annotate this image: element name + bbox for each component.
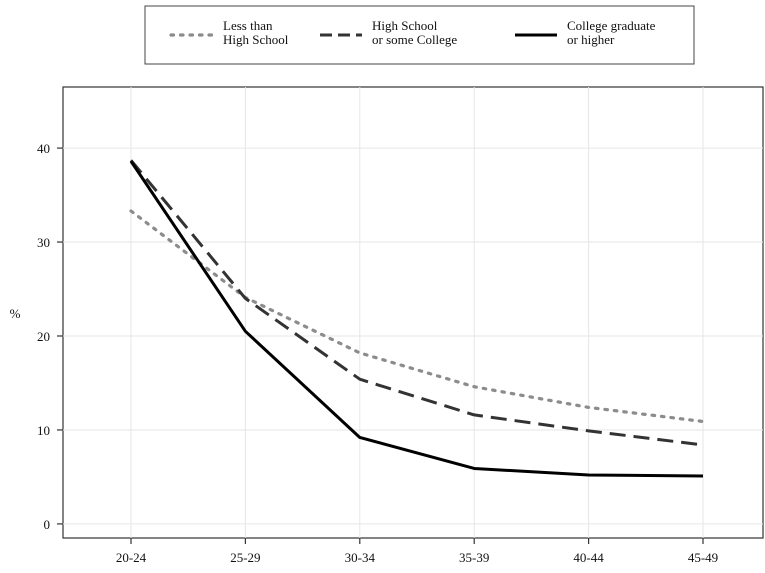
y-tick-label: 30 bbox=[37, 235, 50, 250]
x-tick-label: 35-39 bbox=[459, 550, 489, 565]
x-tick-label: 40-44 bbox=[573, 550, 604, 565]
series-lines bbox=[129, 159, 705, 478]
legend-label: High School or some College bbox=[372, 18, 457, 47]
legend-label-line: College graduate bbox=[567, 18, 656, 33]
series-line bbox=[129, 160, 704, 478]
legend-label: College graduate or higher bbox=[567, 18, 656, 47]
plot-area bbox=[62, 86, 764, 539]
y-tick-label: 0 bbox=[44, 517, 51, 532]
x-tick-label: 30-34 bbox=[345, 550, 376, 565]
legend-label-line: or higher bbox=[567, 32, 615, 47]
legend-box bbox=[144, 5, 695, 65]
legend-label-line: Less than bbox=[223, 18, 273, 33]
x-tick-label: 45-49 bbox=[688, 550, 718, 565]
gridlines bbox=[63, 87, 763, 538]
legend-label-line: High School bbox=[372, 18, 438, 33]
legend-label: Less than High School bbox=[223, 18, 289, 47]
x-tick-label: 20-24 bbox=[116, 550, 147, 565]
y-tick-label: 20 bbox=[37, 329, 50, 344]
y-axis: 0 10 20 30 40 bbox=[37, 141, 63, 532]
legend-label-line: or some College bbox=[372, 32, 457, 47]
series-line bbox=[129, 159, 704, 447]
x-tick-label: 25-29 bbox=[230, 550, 260, 565]
y-tick-label: 40 bbox=[37, 141, 50, 156]
y-tick-label: 10 bbox=[37, 423, 50, 438]
legend-label-line: High School bbox=[223, 32, 289, 47]
series-line bbox=[129, 209, 705, 424]
x-axis: 20-24 25-29 30-34 35-39 40-44 45-49 bbox=[116, 538, 718, 565]
y-axis-label: % bbox=[10, 306, 21, 321]
